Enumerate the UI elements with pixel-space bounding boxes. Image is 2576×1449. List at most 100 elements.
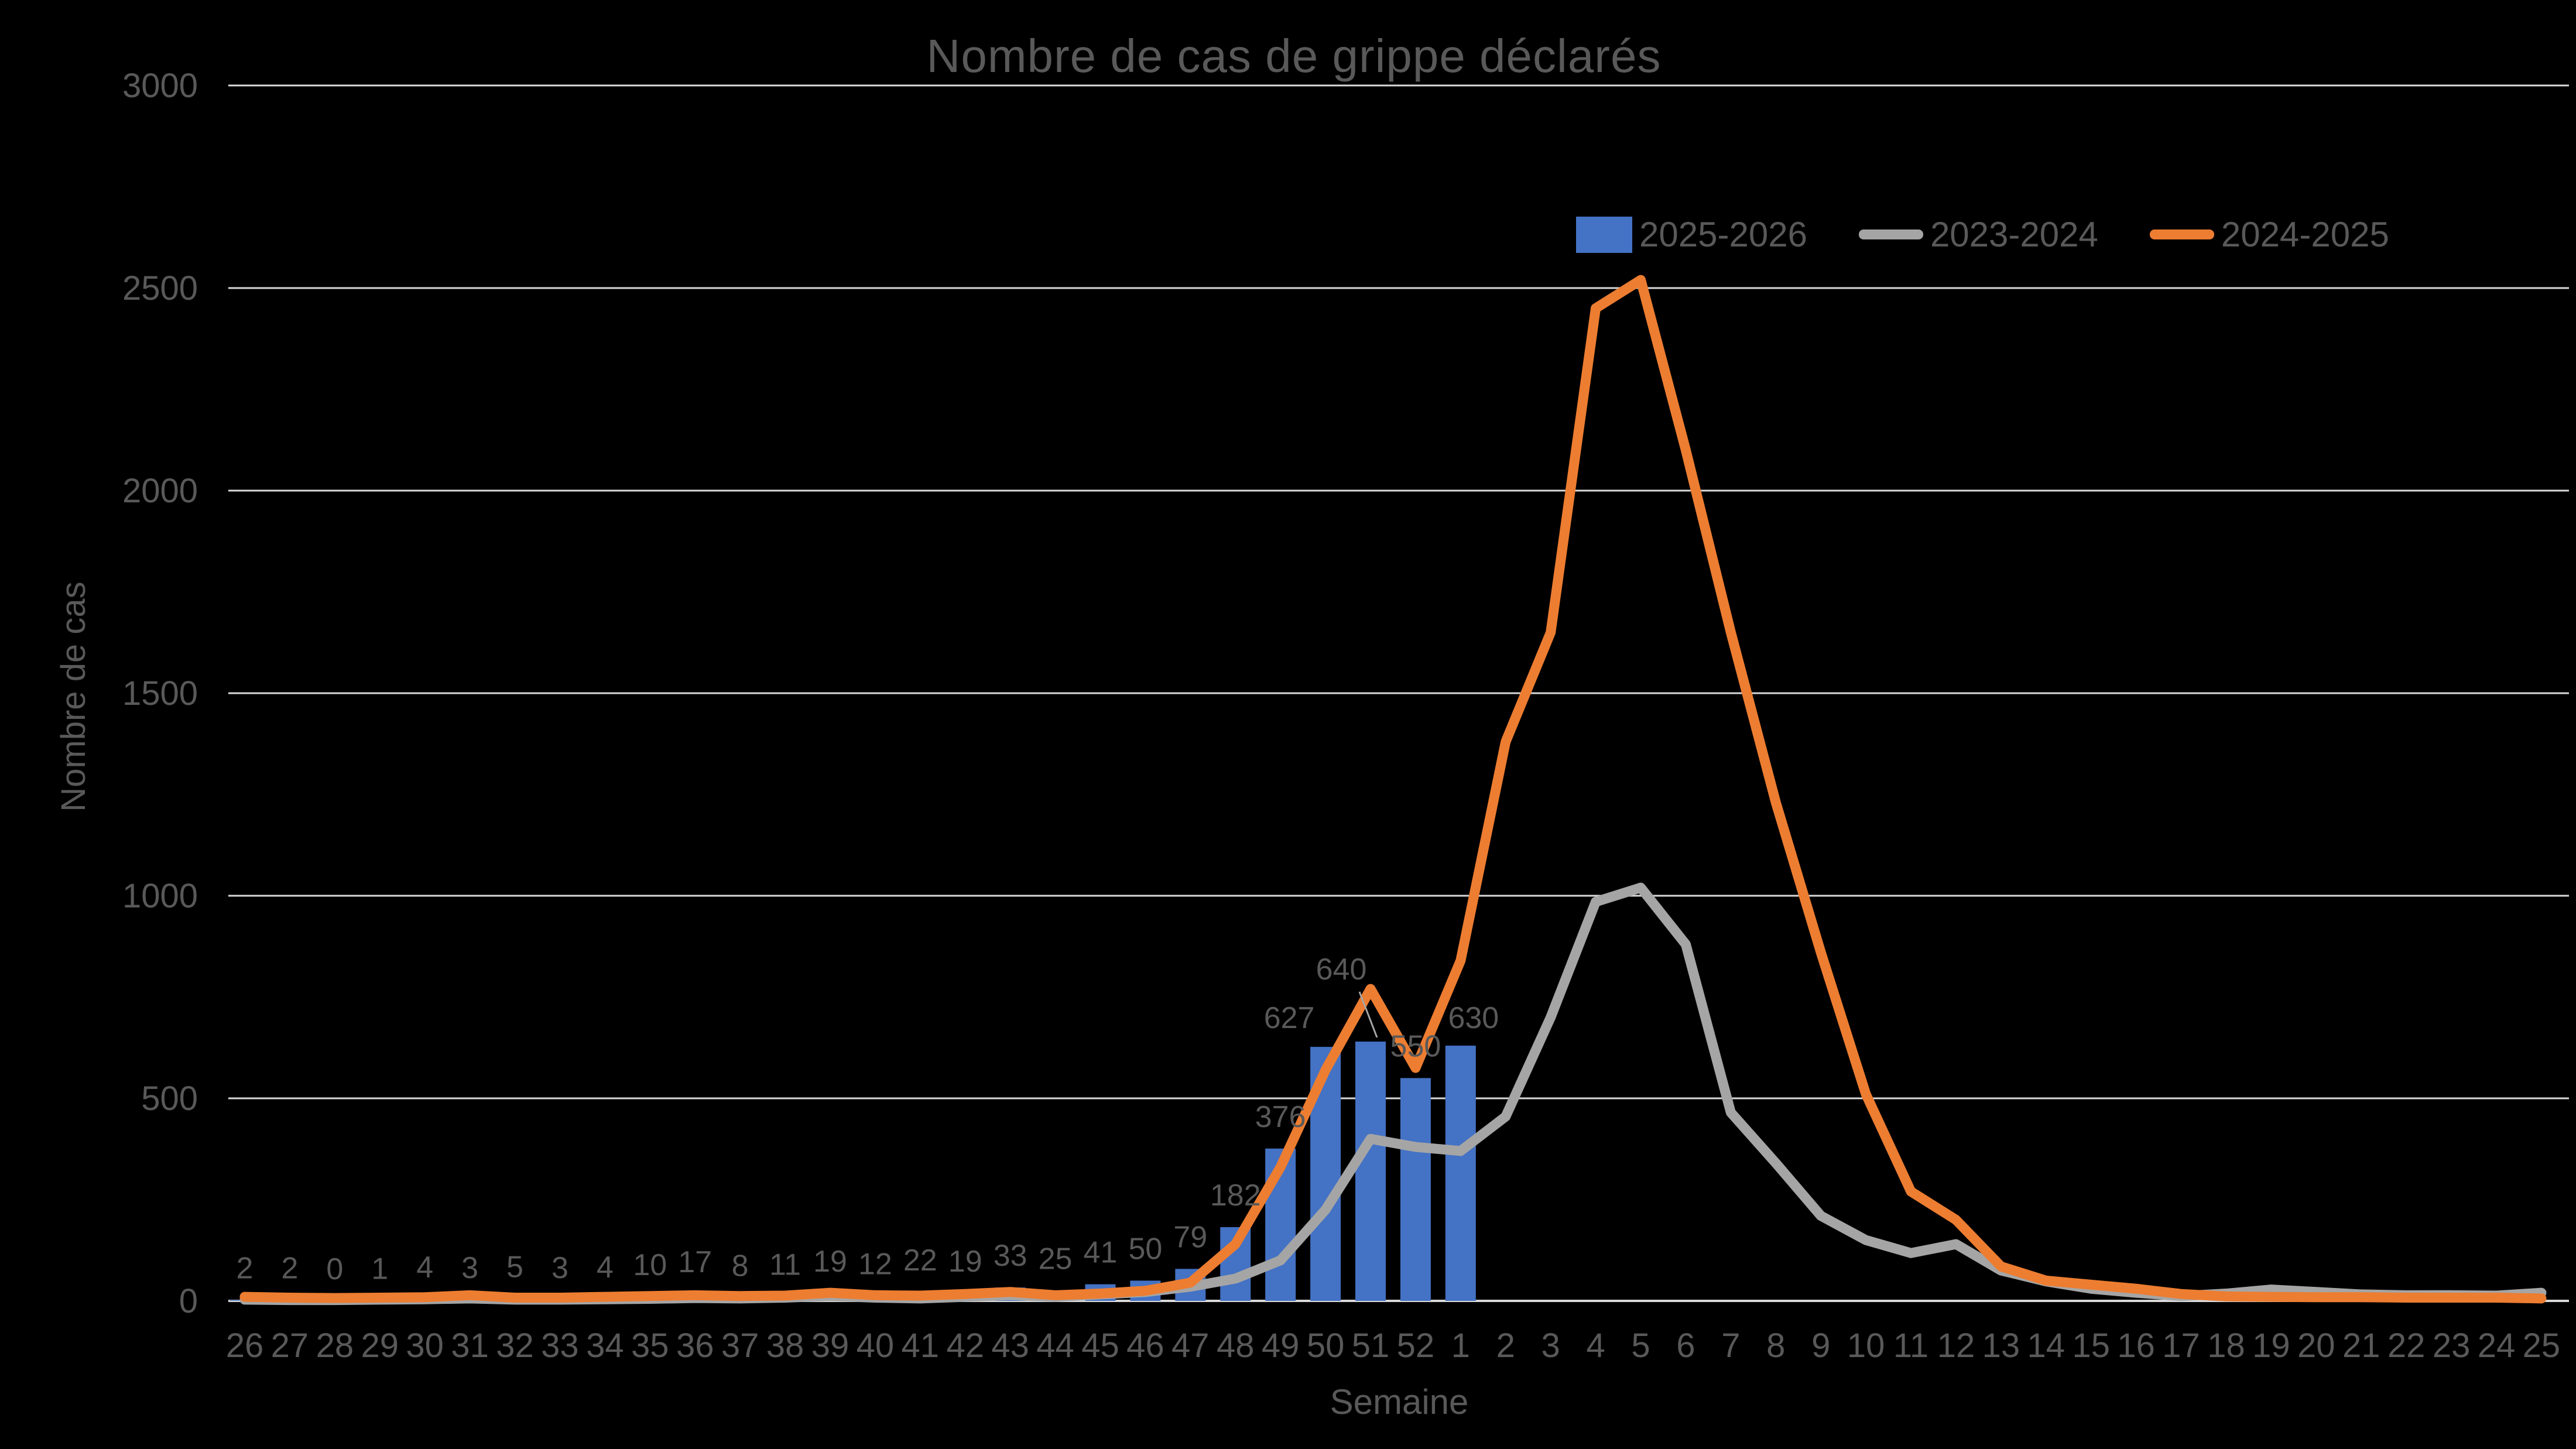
x-tick-label: 9 — [1811, 1327, 1830, 1365]
x-tick-label: 29 — [361, 1327, 399, 1365]
x-tick-label: 51 — [1352, 1327, 1390, 1365]
x-tick-label: 16 — [2117, 1327, 2155, 1365]
x-tick-label: 45 — [1081, 1327, 1119, 1365]
bar-data-label: 5 — [506, 1251, 523, 1284]
bar-data-label: 0 — [326, 1252, 343, 1286]
x-tick-label: 36 — [676, 1327, 714, 1365]
bar-data-label: 4 — [416, 1251, 433, 1284]
y-tick-label: 0 — [179, 1282, 198, 1320]
bar-data-label: 10 — [633, 1248, 667, 1282]
bar-data-label: 376 — [1255, 1100, 1306, 1134]
chart-title: Nombre de cas de grippe déclarés — [926, 30, 1662, 82]
x-tick-label: 37 — [721, 1327, 759, 1365]
x-tick-label: 1 — [1451, 1327, 1470, 1365]
y-tick-label: 3000 — [122, 67, 198, 105]
bar-data-label: 19 — [813, 1245, 847, 1279]
x-tick-label: 11 — [1893, 1327, 1928, 1365]
bar-data-label: 630 — [1448, 1001, 1499, 1035]
bar-data-label: 627 — [1264, 1001, 1315, 1035]
y-tick-label: 500 — [141, 1080, 198, 1118]
line-2024-2025 — [239, 275, 2547, 1304]
x-tick-label: 35 — [631, 1327, 669, 1365]
x-tick-label: 28 — [316, 1327, 354, 1365]
x-tick-label: 30 — [406, 1327, 444, 1365]
x-tick-label: 44 — [1036, 1327, 1074, 1365]
x-tick-label: 41 — [902, 1327, 940, 1365]
bar — [1445, 1046, 1476, 1301]
bar-series-swatch — [1576, 216, 1632, 253]
x-tick-label: 47 — [1171, 1327, 1210, 1365]
bar-data-label: 550 — [1390, 1029, 1441, 1063]
x-tick-label: 40 — [857, 1327, 895, 1365]
bar — [1400, 1078, 1431, 1301]
x-tick-label: 8 — [1766, 1327, 1785, 1365]
bar-data-label: 41 — [1084, 1236, 1118, 1270]
bar-data-label: 11 — [769, 1248, 801, 1282]
bar-data-label: 19 — [948, 1245, 982, 1279]
x-tick-label: 34 — [586, 1327, 624, 1365]
bar-data-label: 3 — [551, 1251, 568, 1285]
bar-data-label: 8 — [732, 1249, 749, 1283]
gray-line-swatch — [1858, 229, 1923, 239]
bar-data-label: 182 — [1210, 1179, 1261, 1212]
bar-data-label: 22 — [903, 1244, 937, 1277]
x-tick-label: 20 — [2297, 1327, 2335, 1365]
x-tick-label: 52 — [1397, 1327, 1435, 1365]
x-tick-label: 18 — [2207, 1327, 2245, 1365]
legend-item-2025-2026: 2025-2026 — [1576, 214, 1807, 255]
bar-data-label: 2 — [237, 1252, 254, 1286]
x-tick-label: 19 — [2252, 1327, 2290, 1365]
bar-data-label: 25 — [1039, 1242, 1073, 1276]
x-tick-label: 48 — [1217, 1327, 1255, 1365]
x-tick-label: 21 — [2342, 1327, 2380, 1365]
bar-data-label: 17 — [678, 1245, 712, 1279]
x-tick-label: 22 — [2387, 1327, 2426, 1365]
line-2023-2024 — [239, 882, 2547, 1306]
y-tick-label: 1000 — [122, 877, 198, 915]
x-tick-label: 39 — [811, 1327, 849, 1365]
x-tick-label: 12 — [1937, 1327, 1975, 1365]
x-tick-label: 43 — [991, 1327, 1029, 1365]
x-tick-label: 15 — [2072, 1327, 2110, 1365]
legend-label: 2025-2026 — [1639, 215, 1807, 254]
y-axis-title: Nombre de cas — [54, 581, 93, 812]
legend: 2025-2026 2023-2024 2024-2025 — [1576, 214, 2389, 255]
bar-data-label: 1 — [371, 1252, 388, 1286]
x-tick-label: 32 — [496, 1327, 534, 1365]
x-tick-label: 31 — [451, 1327, 489, 1365]
legend-label: 2024-2025 — [2221, 215, 2389, 254]
x-tick-label: 33 — [541, 1327, 579, 1365]
x-tick-label: 50 — [1307, 1327, 1345, 1365]
bar-data-label: 640 — [1316, 953, 1367, 986]
x-tick-label: 4 — [1586, 1327, 1605, 1365]
y-tick-label: 2000 — [122, 472, 198, 510]
x-tick-label: 24 — [2478, 1327, 2516, 1365]
bar-data-label: 33 — [994, 1239, 1027, 1273]
x-tick-label: 10 — [1847, 1327, 1885, 1365]
legend-item-2024-2025: 2024-2025 — [2149, 214, 2389, 255]
y-tick-label: 2500 — [122, 269, 198, 307]
x-tick-label: 3 — [1542, 1327, 1560, 1365]
x-tick-label: 42 — [946, 1327, 984, 1365]
x-tick-label: 2 — [1496, 1327, 1515, 1365]
x-tick-label: 7 — [1721, 1327, 1740, 1365]
bar-data-label: 3 — [461, 1251, 478, 1285]
bar-data-label: 50 — [1128, 1232, 1162, 1266]
x-tick-label: 6 — [1676, 1327, 1695, 1365]
x-tick-label: 23 — [2433, 1327, 2471, 1365]
x-tick-label: 38 — [766, 1327, 804, 1365]
legend-item-2023-2024: 2023-2024 — [1858, 214, 2098, 255]
x-tick-label: 5 — [1631, 1327, 1650, 1365]
x-tick-label: 49 — [1262, 1327, 1300, 1365]
bar-data-label: 2 — [281, 1252, 298, 1286]
x-tick-label: 46 — [1126, 1327, 1164, 1365]
bar-data-label: 4 — [597, 1251, 614, 1284]
x-axis-title: Semaine — [1330, 1382, 1469, 1421]
x-tick-label: 17 — [2162, 1327, 2200, 1365]
bar-data-label: 12 — [858, 1248, 892, 1282]
legend-label: 2023-2024 — [1930, 215, 2098, 254]
bar — [1355, 1042, 1386, 1301]
y-tick-label: 1500 — [122, 674, 198, 712]
